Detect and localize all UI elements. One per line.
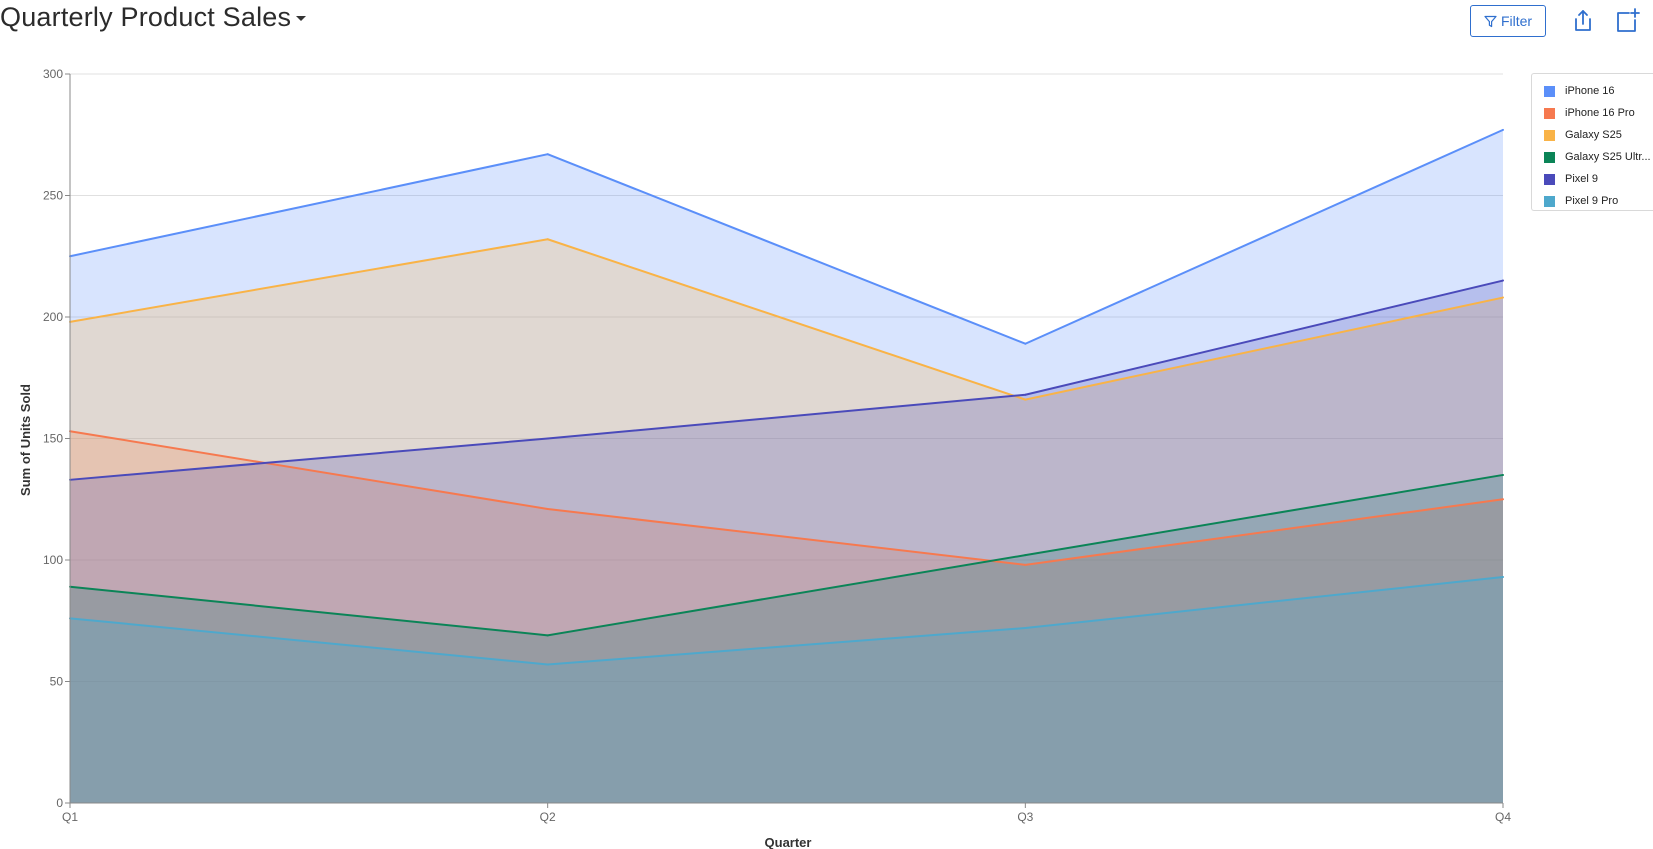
data-point [546, 437, 549, 440]
x-tick-label: Q4 [1495, 810, 1511, 824]
legend-item[interactable]: Galaxy S25 [1544, 124, 1653, 146]
y-tick-label: 50 [50, 675, 64, 689]
series-line [69, 279, 1504, 481]
legend-item[interactable]: Pixel 9 [1544, 168, 1653, 190]
data-point [1024, 554, 1027, 557]
legend-swatch [1544, 85, 1555, 97]
series-line [69, 430, 1504, 566]
add-to-dashboard-icon[interactable] [1613, 7, 1641, 35]
legend-item[interactable]: Pixel 9 Pro [1544, 190, 1653, 210]
data-point [546, 507, 549, 510]
chart-legend: iPhone 16 iPhone 16 Pro Galaxy S25 Galaxy S… [1531, 73, 1653, 211]
data-point [1502, 128, 1504, 131]
series-lines [69, 128, 1504, 666]
data-point [1502, 576, 1504, 579]
series-line [69, 238, 1504, 401]
y-axis-title: Sum of Units Sold [18, 384, 33, 496]
legend-label: Pixel 9 [1565, 173, 1599, 185]
series-line [69, 128, 1504, 345]
data-point [1502, 473, 1504, 476]
x-axis-title: Quarter [765, 835, 812, 849]
data-point [1502, 279, 1504, 282]
data-point [1502, 498, 1504, 501]
chevron-down-icon[interactable] [296, 16, 307, 21]
y-tick-label: 200 [43, 310, 63, 324]
series-line [69, 473, 1504, 637]
y-tick-label: 100 [43, 553, 63, 567]
filter-icon [1484, 15, 1497, 27]
y-tick-label: 300 [43, 67, 63, 81]
y-tick-label: 250 [43, 189, 63, 203]
data-point [546, 663, 549, 666]
legend-swatch [1544, 129, 1555, 141]
series-area [70, 280, 1503, 803]
x-tick-label: Q3 [1017, 810, 1033, 824]
data-point [1024, 393, 1027, 396]
legend-swatch [1544, 195, 1555, 207]
share-icon[interactable] [1569, 7, 1597, 35]
series-area [70, 474, 1503, 803]
legend-swatch [1544, 107, 1555, 119]
chart-title-menu[interactable]: Quarterly Product Sales [0, 2, 307, 33]
legend-label: iPhone 16 Pro [1565, 107, 1635, 119]
series-areas [70, 129, 1503, 804]
legend-label: Pixel 9 Pro [1565, 195, 1619, 207]
x-tick-label: Q2 [540, 810, 556, 824]
legend-swatch [1544, 173, 1555, 185]
data-point [546, 238, 549, 241]
series-area [70, 577, 1503, 803]
series-area [70, 129, 1503, 803]
legend-item[interactable]: Galaxy S25 Ultr... [1544, 146, 1653, 168]
legend-item[interactable]: iPhone 16 [1544, 80, 1653, 102]
page-title: Quarterly Product Sales [0, 2, 292, 32]
data-point [546, 634, 549, 637]
data-point [1502, 296, 1504, 299]
legend-item[interactable]: iPhone 16 Pro [1544, 102, 1653, 124]
data-point [1024, 627, 1027, 630]
chart-header: Quarterly Product Sales Filter [0, 0, 1653, 40]
y-tick-label: 150 [43, 432, 63, 446]
legend-swatch [1544, 151, 1555, 163]
legend-label: Galaxy S25 [1565, 129, 1622, 141]
series-area [70, 239, 1503, 804]
data-point [1024, 563, 1027, 566]
data-point [1024, 398, 1027, 401]
y-tick-label: 0 [56, 796, 63, 810]
filter-button[interactable]: Filter [1470, 5, 1546, 37]
data-point [1024, 342, 1027, 345]
series-line [69, 576, 1504, 666]
filter-button-label: Filter [1500, 13, 1533, 29]
legend-label: iPhone 16 [1565, 85, 1615, 97]
axes: 0 50 100 150 200 250 300 Q1 Q2 Q3 Q4 [43, 67, 1511, 824]
data-point [546, 153, 549, 156]
x-tick-label: Q1 [62, 810, 78, 824]
series-area [70, 431, 1503, 803]
legend-label: Galaxy S25 Ultr... [1565, 151, 1651, 163]
